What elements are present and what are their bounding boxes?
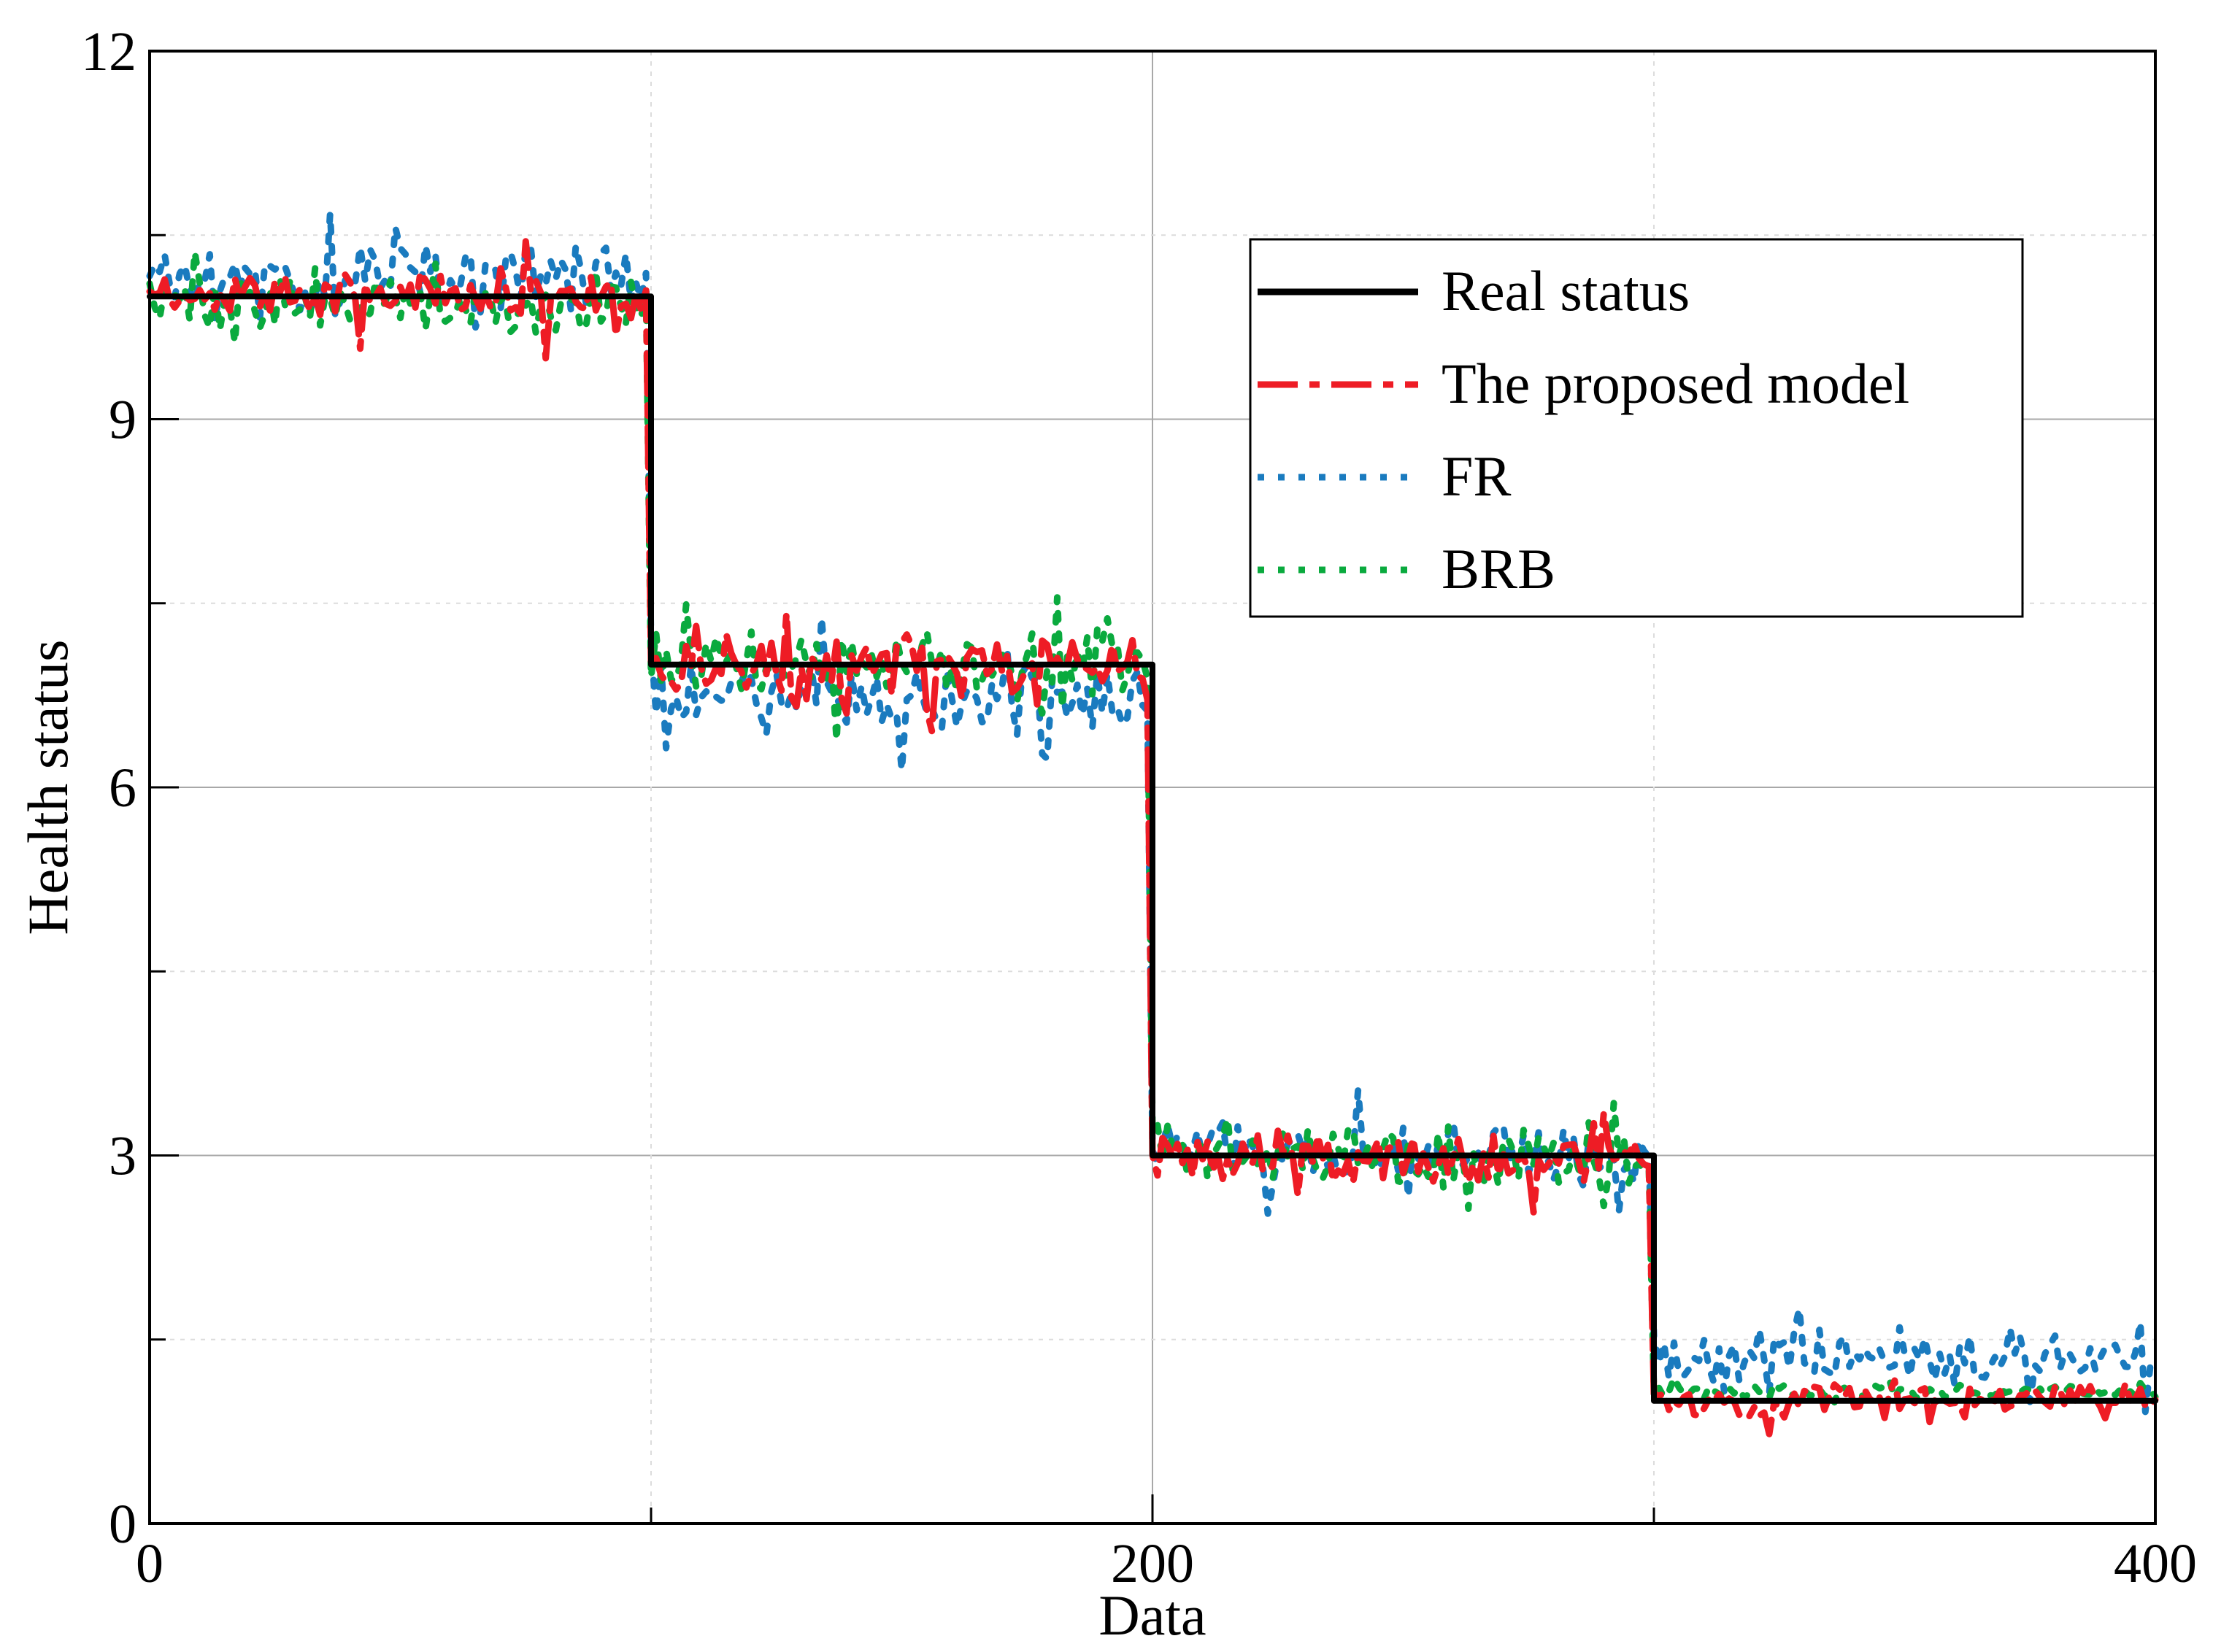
legend-label-real-status: Real status [1442, 259, 1690, 323]
legend-box [1249, 238, 2024, 618]
y-axis-label: Health status [16, 639, 80, 935]
y-tick-label-0: 0 [109, 1494, 136, 1555]
y-tick-label-6: 6 [109, 757, 136, 819]
x-tick-label-0: 0 [136, 1533, 163, 1594]
y-tick-label-9: 9 [109, 390, 136, 451]
x-axis-label: Data [1098, 1583, 1206, 1647]
axis-ticks: 0 200 400 0 3 6 9 12 [81, 21, 2197, 1594]
x-tick-label-400: 400 [2114, 1533, 2197, 1594]
series-line-real-status [147, 293, 2158, 1404]
y-tick-label-12: 12 [81, 21, 136, 82]
series-layer [146, 210, 2159, 1437]
y-tick-label-3: 3 [109, 1126, 136, 1187]
x-tick-label-200: 200 [1111, 1533, 1194, 1594]
legend-label-brb: BRB [1442, 537, 1555, 601]
legend-label-fr: FR [1442, 444, 1511, 508]
legend: Real status The proposed model FR BRB [1249, 238, 2024, 618]
legend-label-proposed-model: The proposed model [1442, 352, 1909, 415]
